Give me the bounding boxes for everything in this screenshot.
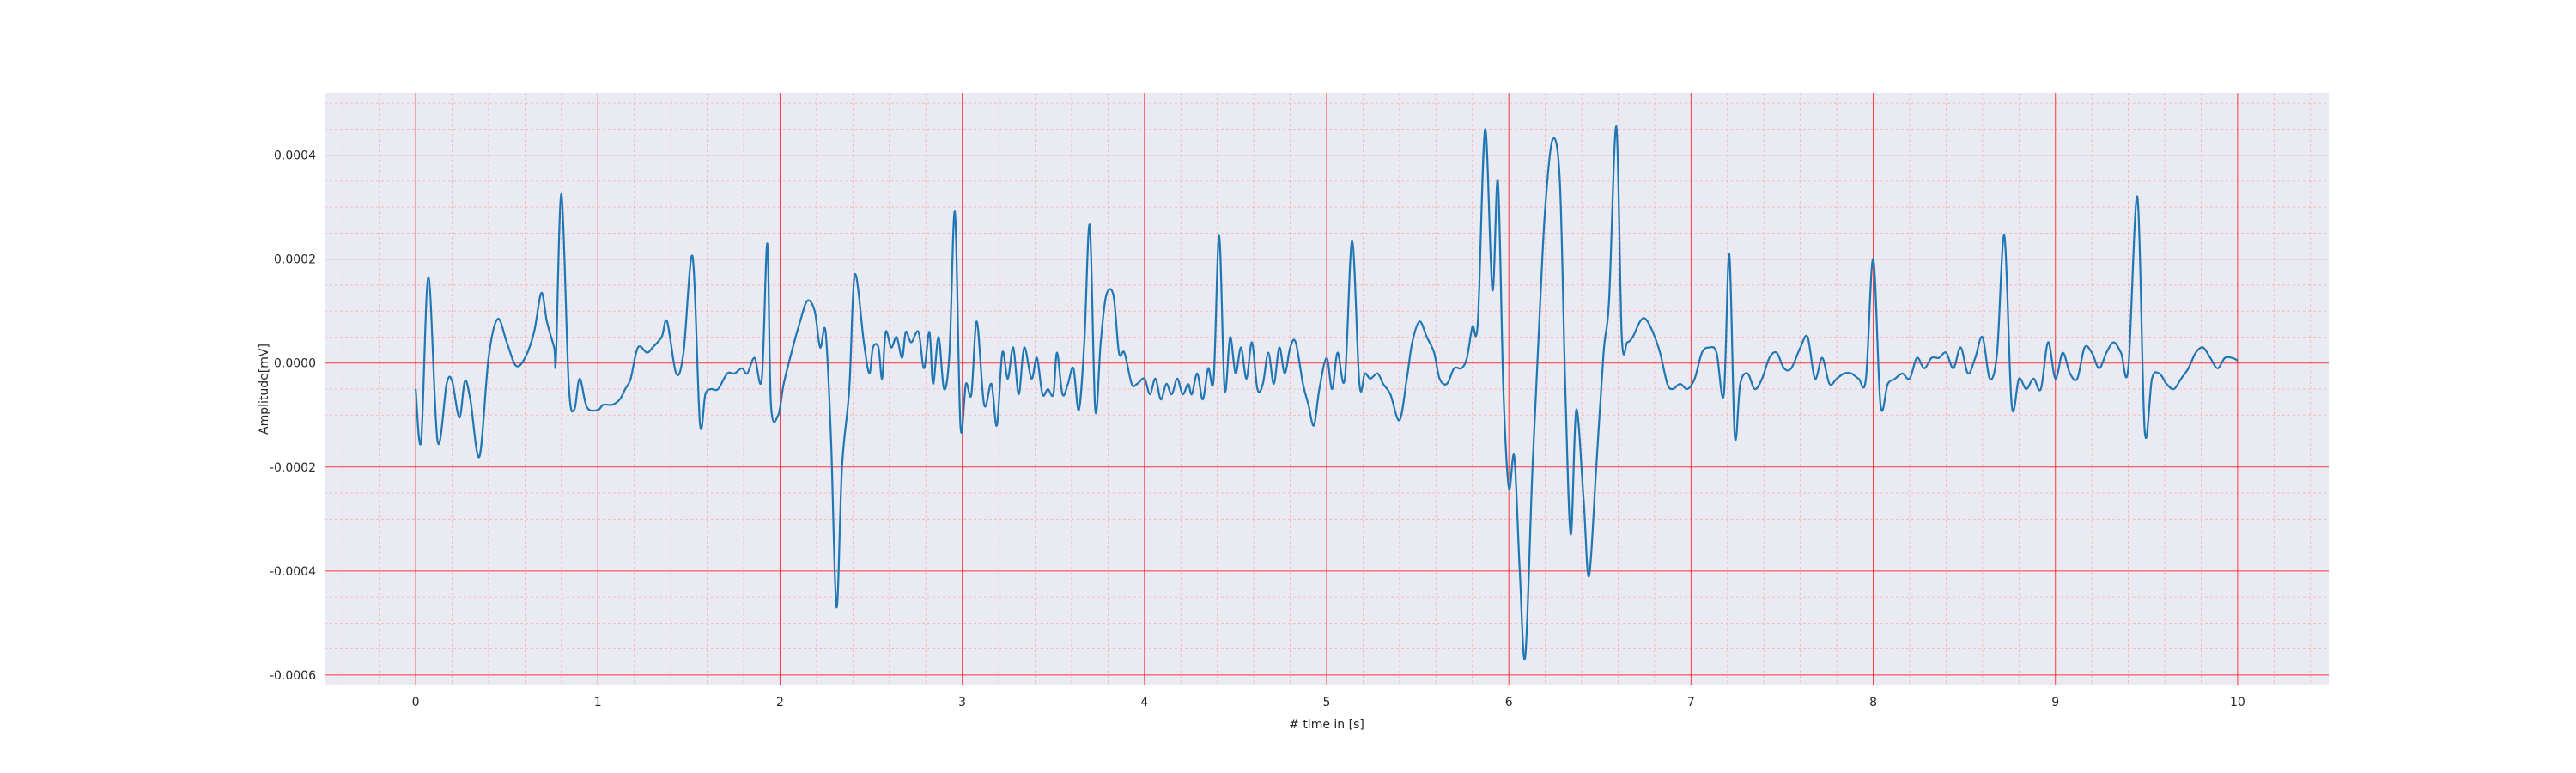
y-axis-ticks: -0.0006 -0.0004 -0.0002 0.0000 0.0002 0.0004 (270, 149, 316, 683)
y-tick-label: -0.0004 (270, 565, 316, 579)
y-tick-label: -0.0002 (270, 461, 316, 475)
x-tick-label: 4 (1140, 696, 1148, 709)
x-tick-label: 0 (412, 696, 420, 709)
y-tick-label: 0.0004 (274, 149, 316, 163)
y-tick-label: 0.0000 (274, 357, 316, 371)
series-line-0 (414, 125, 2239, 660)
x-tick-label: 3 (958, 696, 966, 709)
x-tick-label: 10 (2230, 696, 2245, 709)
series-layer (414, 125, 2239, 660)
y-tick-label: 0.0002 (274, 253, 316, 267)
x-tick-label: 7 (1687, 696, 1695, 709)
y-axis-label: Amplitude[mV] (258, 344, 271, 435)
x-tick-label: 1 (594, 696, 602, 709)
x-tick-label: 8 (1869, 696, 1877, 709)
x-tick-label: 2 (776, 696, 784, 709)
major-grid (325, 93, 2329, 685)
y-tick-label: -0.0006 (270, 669, 316, 683)
x-tick-label: 5 (1323, 696, 1331, 709)
x-tick-label: 9 (2051, 696, 2059, 709)
x-axis-ticks: 0 1 2 3 4 5 6 7 8 9 10 (412, 696, 2245, 709)
x-tick-label: 6 (1505, 696, 1513, 709)
x-axis-label: # time in [s] (1289, 718, 1364, 732)
